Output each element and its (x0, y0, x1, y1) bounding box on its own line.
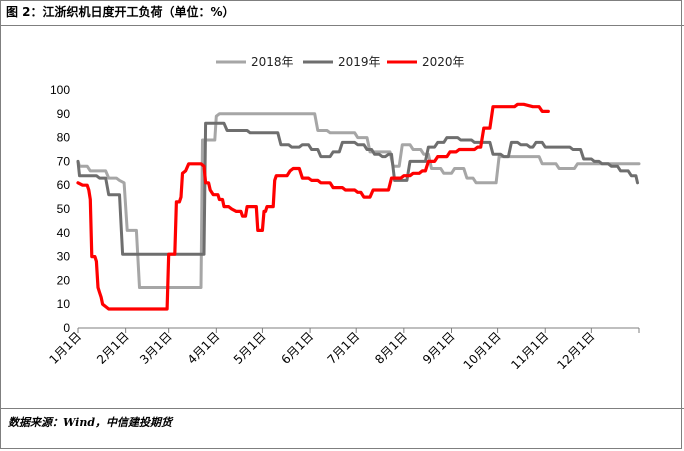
x-tick-label: 7月1日 (325, 329, 363, 367)
x-tick-label: 2月1日 (94, 329, 132, 367)
chart-title: 图 2：江浙织机日度开工负荷（单位：%） (6, 5, 235, 19)
x-tick-label: 4月1日 (185, 329, 223, 367)
y-tick-label: 20 (57, 273, 71, 287)
legend-label: 2018年 (251, 55, 294, 69)
series-line-1 (76, 112, 641, 289)
y-tick-label: 40 (57, 226, 71, 240)
y-tick-label: 30 (57, 250, 71, 264)
data-source: 数据来源：Wind，中信建投期货 (8, 416, 173, 429)
plot-area (76, 102, 641, 311)
x-tick-label: 6月1日 (279, 329, 317, 367)
legend-label: 2019年 (338, 55, 381, 69)
title-divider (0, 25, 684, 26)
x-tick-label: 10月1日 (461, 329, 504, 372)
y-tick-label: 50 (57, 202, 71, 216)
x-tick-label: 3月1日 (137, 329, 175, 367)
y-tick-label: 100 (50, 83, 70, 97)
x-tick-label: 5月1日 (231, 329, 269, 367)
x-tick-label: 12月1日 (554, 329, 597, 372)
x-axis: 1月1日 2月1日 3月1日 4月1日 5月1日 6月1日 7月1日 8月1日 9月1日 10月1… (46, 327, 640, 372)
x-tick-label: 9月1日 (420, 329, 458, 367)
y-tick-label: 0 (63, 321, 70, 335)
x-tick-label: 8月1日 (372, 329, 410, 367)
y-axis: 0 10 20 30 40 50 60 70 80 90 100 (50, 83, 70, 335)
source-divider (0, 408, 684, 409)
legend-label: 2020年 (422, 55, 465, 69)
y-tick-label: 80 (57, 131, 71, 145)
series-line-3 (76, 102, 550, 311)
y-tick-label: 60 (57, 178, 71, 192)
legend: 2018年 2019年 2020年 (216, 55, 465, 69)
y-tick-label: 90 (57, 107, 71, 121)
series-line-2 (76, 121, 639, 256)
x-tick-label: 11月1日 (508, 329, 551, 372)
y-tick-label: 70 (57, 154, 71, 168)
y-tick-label: 10 (57, 297, 71, 311)
